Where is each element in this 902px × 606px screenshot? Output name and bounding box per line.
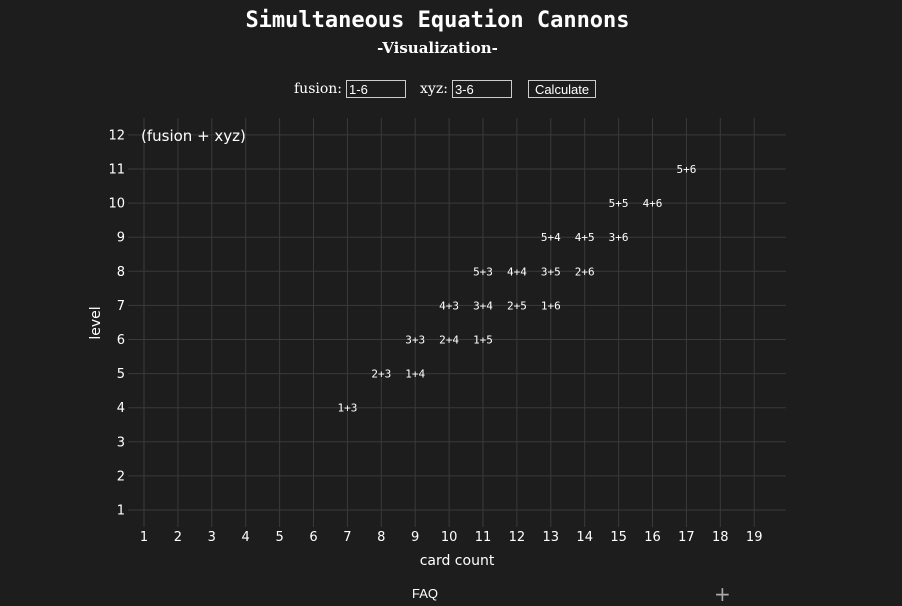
x-tick-label: 18: [712, 530, 729, 545]
data-point-label: 1+5: [473, 334, 493, 347]
y-tick-label: 6: [117, 333, 125, 348]
data-point-label: 3+3: [405, 334, 425, 347]
y-axis-label: level: [88, 306, 104, 339]
x-tick-label: 6: [309, 530, 317, 545]
faq-toggle[interactable]: FAQ: [412, 586, 439, 601]
data-point-label: 2+4: [439, 334, 459, 347]
fusion-label: fusion:: [294, 81, 343, 97]
y-tick-label: 10: [108, 197, 125, 212]
y-tick-label: 2: [117, 469, 125, 484]
data-point-label: 5+6: [676, 163, 696, 176]
data-point-label: 2+5: [507, 299, 527, 312]
xyz-input[interactable]: [451, 80, 512, 98]
x-axis-label: card count: [420, 553, 495, 569]
data-point-label: 4+5: [575, 231, 595, 244]
x-tick-label: 17: [678, 530, 695, 545]
input-controls: fusion: xyz: Calculate: [294, 79, 597, 99]
y-tick-label: 1: [117, 504, 125, 519]
x-tick-label: 9: [411, 530, 419, 545]
page-title: Simultaneous Equation Cannons: [245, 8, 630, 33]
y-tick-label: 9: [117, 231, 125, 246]
xyz-label: xyz:: [420, 81, 448, 97]
data-point-label: 3+6: [609, 231, 629, 244]
x-tick-label: 1: [140, 530, 148, 545]
x-tick-label: 19: [746, 530, 763, 545]
y-tick-label: 7: [117, 299, 125, 314]
data-point-label: 5+5: [609, 197, 629, 210]
y-tick-label: 3: [117, 435, 125, 450]
y-tick-label: 11: [108, 163, 125, 178]
data-point-label: 1+4: [405, 368, 425, 381]
data-point-label: 4+3: [439, 299, 459, 312]
data-point-label: 5+3: [473, 265, 493, 278]
chart-annotation: (fusion + xyz): [141, 127, 246, 145]
x-tick-label: 12: [509, 530, 526, 545]
expand-plus-icon[interactable]: +: [714, 582, 731, 606]
data-point-label: 1+6: [541, 299, 561, 312]
y-tick-label: 5: [117, 367, 125, 382]
y-tick-label: 8: [117, 265, 125, 280]
y-tick-label: 12: [108, 128, 125, 143]
x-tick-label: 10: [441, 530, 458, 545]
x-tick-label: 7: [343, 530, 351, 545]
data-point-label: 4+4: [507, 265, 527, 278]
fusion-input[interactable]: [346, 80, 407, 98]
y-tick-label: 4: [117, 401, 125, 416]
x-tick-label: 13: [543, 530, 560, 545]
data-point-label: 2+3: [371, 368, 391, 381]
x-tick-label: 15: [610, 530, 627, 545]
x-tick-label: 5: [275, 530, 283, 545]
data-point-label: 1+3: [337, 402, 357, 415]
x-tick-label: 11: [475, 530, 492, 545]
data-point-label: 5+4: [541, 231, 561, 244]
data-point-label: 3+5: [541, 265, 561, 278]
x-tick-label: 8: [377, 530, 385, 545]
x-tick-label: 4: [242, 530, 250, 545]
data-point-label: 3+4: [473, 299, 493, 312]
x-tick-label: 16: [644, 530, 661, 545]
page-subtitle: -Visualization-: [377, 39, 498, 57]
data-point-label: 4+6: [643, 197, 663, 210]
x-tick-label: 2: [174, 530, 182, 545]
x-tick-label: 3: [208, 530, 216, 545]
data-point-label: 2+6: [575, 265, 595, 278]
calculate-button[interactable]: Calculate: [527, 80, 597, 98]
x-tick-label: 14: [576, 530, 593, 545]
